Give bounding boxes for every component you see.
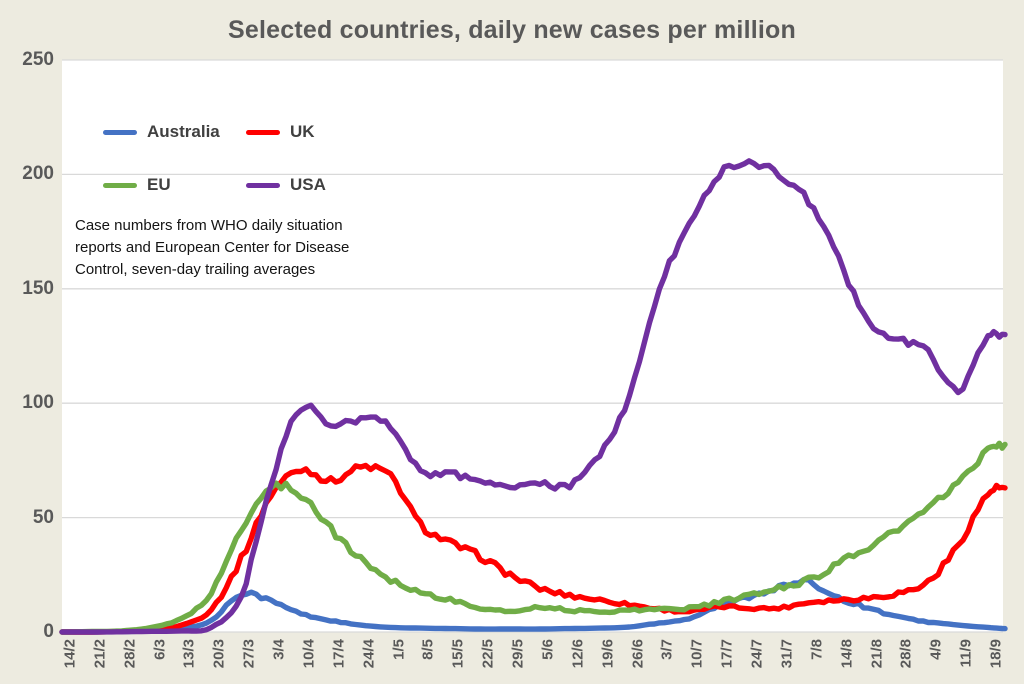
legend-item-uk: UK — [246, 122, 315, 142]
x-tick-label: 29/5 — [509, 639, 527, 669]
x-tick-label: 31/7 — [778, 639, 796, 669]
x-tick-label: 11/9 — [957, 639, 975, 668]
source-annotation: Case numbers from WHO daily situation re… — [75, 217, 350, 278]
x-tick-label: 21/2 — [91, 639, 109, 669]
x-tick-label: 10/7 — [688, 639, 706, 669]
x-tick-label: 17/7 — [718, 639, 736, 669]
y-tick-label: 200 — [22, 163, 54, 185]
x-tick-label: 12/6 — [569, 639, 587, 669]
legend-line-swatch — [246, 182, 280, 188]
series-line-eu — [59, 440, 1008, 635]
x-tick-label: 5/6 — [539, 639, 557, 660]
x-tick-label: 17/4 — [330, 639, 348, 669]
x-tick-label: 24/4 — [360, 639, 378, 669]
x-tick-label: 22/5 — [479, 639, 497, 669]
legend-item-australia: Australia — [103, 122, 220, 142]
y-tick-label: 250 — [22, 49, 54, 70]
legend-label: USA — [290, 175, 326, 194]
legend-label: Australia — [147, 122, 220, 141]
legend-line-swatch — [246, 129, 280, 135]
y-tick-label: 150 — [22, 277, 54, 299]
legend-label: EU — [147, 175, 171, 194]
x-tick-label: 7/8 — [808, 639, 826, 660]
x-tick-label: 21/8 — [868, 639, 886, 669]
x-tick-label: 8/5 — [419, 639, 437, 660]
legend-line-swatch — [103, 129, 137, 135]
x-tick-label: 4/9 — [927, 639, 945, 660]
x-tick-label: 1/5 — [390, 639, 408, 660]
legend-line-swatch — [103, 182, 137, 188]
x-tick-label: 14/2 — [61, 639, 79, 669]
series-line-usa — [59, 158, 1008, 635]
x-tick-label: 6/3 — [151, 639, 169, 660]
chart-title: Selected countries, daily new cases per … — [228, 16, 796, 44]
x-tick-label: 13/3 — [180, 639, 198, 669]
legend-label: UK — [290, 122, 315, 141]
x-tick-label: 28/8 — [897, 639, 915, 669]
x-tick-label: 28/2 — [121, 639, 139, 669]
series-line-uk — [59, 462, 1008, 635]
x-tick-label: 14/8 — [838, 639, 856, 669]
y-tick-label: 100 — [22, 392, 54, 414]
x-tick-label: 19/6 — [599, 639, 617, 669]
y-tick-label: 0 — [43, 621, 54, 642]
x-tick-label: 15/5 — [449, 639, 467, 669]
plot-area — [62, 60, 1003, 632]
legend-item-usa: USA — [246, 175, 326, 195]
x-tick-label: 3/7 — [658, 639, 676, 660]
legend-item-eu: EU — [103, 175, 171, 195]
series-line-australia — [59, 576, 1008, 635]
x-tick-label: 3/4 — [270, 639, 288, 660]
x-tick-label: 18/9 — [987, 639, 1005, 669]
x-tick-label: 10/4 — [300, 639, 318, 669]
x-tick-label: 27/3 — [240, 639, 258, 669]
y-tick-label: 50 — [32, 506, 54, 528]
x-tick-label: 24/7 — [748, 639, 766, 669]
x-tick-label: 26/6 — [629, 639, 647, 669]
x-tick-label: 20/3 — [210, 639, 228, 669]
